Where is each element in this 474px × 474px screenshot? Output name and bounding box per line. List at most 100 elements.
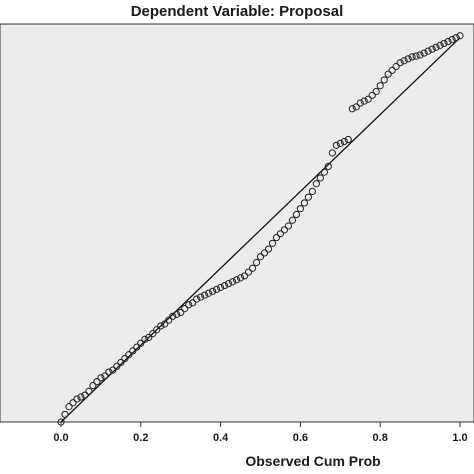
- data-point: [97, 374, 105, 382]
- data-point: [209, 287, 217, 295]
- data-point: [213, 285, 221, 294]
- x-tick-label: 0.2: [133, 432, 148, 444]
- data-point: [416, 51, 424, 59]
- data-point: [396, 59, 404, 67]
- data-point: [224, 280, 233, 288]
- data-point: [328, 149, 336, 157]
- data-point: [93, 378, 101, 386]
- data-point: [165, 316, 173, 324]
- data-point: [344, 135, 352, 144]
- data-point: [236, 274, 245, 282]
- x-tick-label: 0.0: [53, 432, 68, 444]
- data-point: [220, 281, 229, 290]
- data-point: [304, 193, 312, 201]
- data-point: [284, 222, 293, 230]
- data-points-group: [57, 32, 464, 426]
- x-tick-label: 0.4: [213, 432, 229, 444]
- data-point: [113, 362, 121, 370]
- data-point: [109, 366, 117, 374]
- data-point: [288, 216, 297, 224]
- data-point: [424, 47, 432, 55]
- data-point: [205, 289, 213, 297]
- chart-title: Dependent Variable: Proposal: [131, 3, 344, 20]
- data-point: [336, 139, 344, 147]
- data-point: [149, 330, 157, 338]
- data-point: [420, 49, 428, 57]
- data-point: [324, 162, 332, 171]
- data-point: [280, 226, 289, 234]
- data-point: [185, 301, 193, 309]
- data-point: [121, 354, 129, 363]
- data-point: [400, 57, 408, 65]
- data-point: [260, 249, 269, 257]
- data-point: [244, 268, 253, 276]
- data-point: [193, 295, 201, 303]
- data-point: [201, 291, 209, 299]
- data-point: [141, 335, 149, 343]
- data-point: [89, 381, 97, 390]
- data-point: [456, 32, 464, 40]
- data-point: [77, 393, 85, 401]
- data-point: [356, 99, 364, 107]
- data-point: [276, 230, 285, 238]
- data-point: [388, 66, 396, 74]
- data-point: [240, 272, 249, 280]
- data-point: [352, 103, 360, 111]
- data-point: [81, 391, 89, 399]
- data-point: [125, 351, 133, 359]
- data-point: [432, 43, 440, 51]
- data-point: [177, 308, 185, 317]
- x-tick-label: 1.0: [452, 432, 467, 444]
- data-point: [69, 399, 77, 407]
- data-point: [268, 239, 277, 247]
- data-point: [217, 283, 225, 292]
- data-point: [408, 53, 416, 61]
- data-point: [404, 55, 412, 63]
- data-point: [137, 339, 145, 347]
- data-point: [248, 264, 257, 272]
- data-point: [133, 343, 141, 351]
- data-point: [332, 141, 340, 149]
- data-point: [197, 293, 205, 301]
- data-point: [157, 322, 165, 330]
- data-point: [312, 180, 320, 188]
- data-point: [392, 62, 400, 71]
- data-point: [117, 358, 125, 367]
- data-point: [264, 245, 273, 253]
- data-point: [272, 233, 281, 242]
- data-point: [384, 70, 392, 78]
- data-point: [161, 320, 169, 328]
- data-point: [61, 410, 69, 418]
- data-point: [308, 187, 316, 196]
- data-point: [252, 258, 261, 267]
- data-point: [372, 87, 380, 96]
- data-point: [105, 368, 113, 376]
- data-point: [360, 97, 368, 105]
- plot-area: [0, 23, 474, 423]
- data-point: [145, 333, 153, 342]
- data-point: [440, 39, 448, 48]
- data-point: [173, 310, 181, 318]
- data-point: [428, 45, 436, 53]
- data-point: [300, 199, 308, 207]
- data-point: [181, 305, 189, 313]
- x-tick-label: 0.8: [373, 432, 388, 444]
- data-point: [316, 174, 324, 182]
- data-point: [448, 36, 456, 44]
- x-tick-label: 0.6: [293, 432, 308, 444]
- data-point: [85, 387, 93, 395]
- data-point: [436, 41, 444, 49]
- x-axis-ticks: 0.0 0.2 0.4 0.6 0.8 1.0: [53, 422, 468, 444]
- data-point: [320, 168, 328, 176]
- data-point: [65, 403, 73, 411]
- data-point: [292, 210, 301, 219]
- data-point: [153, 326, 161, 334]
- data-point: [101, 372, 109, 380]
- data-point: [368, 91, 376, 99]
- data-point: [296, 205, 304, 213]
- data-point: [412, 52, 420, 60]
- data-point: [256, 253, 265, 261]
- data-point: [129, 347, 137, 355]
